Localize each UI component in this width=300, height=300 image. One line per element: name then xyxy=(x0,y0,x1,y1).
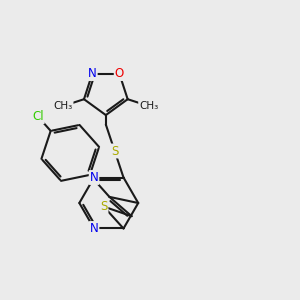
Text: N: N xyxy=(90,171,98,184)
Text: S: S xyxy=(100,200,107,213)
Text: N: N xyxy=(90,222,98,235)
Text: O: O xyxy=(115,67,124,80)
Text: Cl: Cl xyxy=(32,110,44,123)
Text: S: S xyxy=(111,145,118,158)
Text: CH₃: CH₃ xyxy=(53,101,73,111)
Text: CH₃: CH₃ xyxy=(139,101,158,111)
Text: N: N xyxy=(88,67,97,80)
